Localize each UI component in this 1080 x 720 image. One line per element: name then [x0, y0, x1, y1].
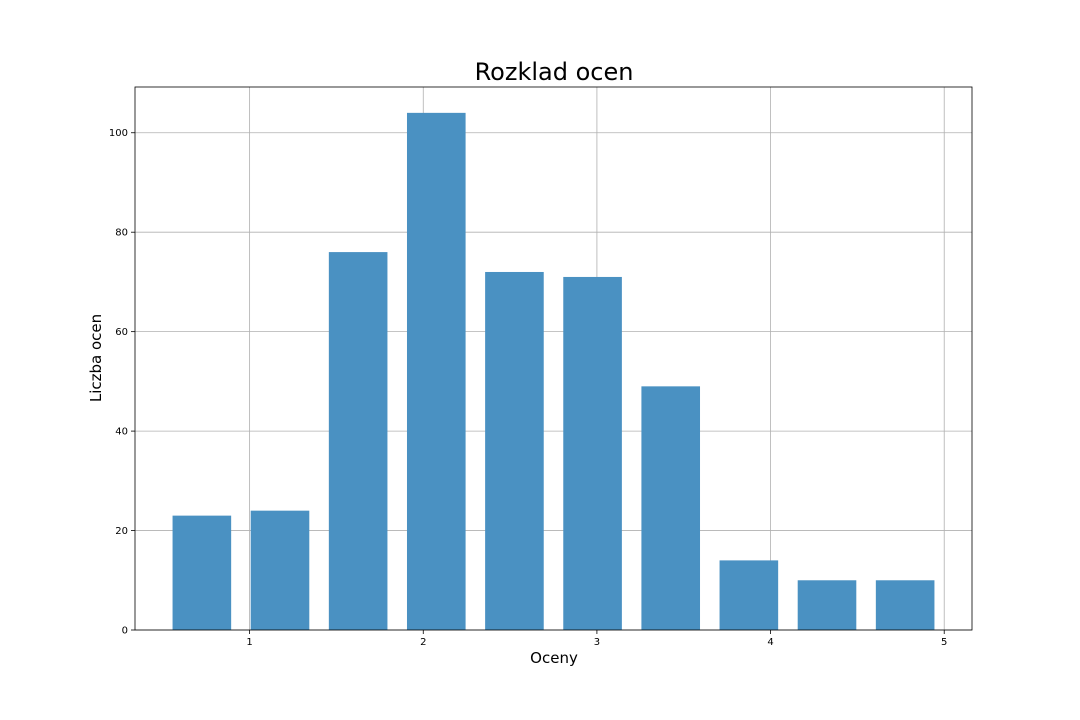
x-tick-label: 2 [420, 637, 426, 648]
y-tick-label: 0 [122, 626, 128, 637]
histogram-bar [641, 386, 701, 630]
x-tick-label: 4 [767, 637, 773, 648]
x-axis-ticks: 1 2 3 4 5 [246, 630, 947, 648]
histogram-bar [485, 271, 544, 630]
histogram-bar [172, 515, 232, 630]
chart-title: Rozklad ocen [475, 58, 634, 86]
x-tick-label: 5 [941, 637, 947, 648]
histogram-bar [328, 252, 388, 631]
plot-frame [134, 86, 973, 631]
y-tick-label: 60 [115, 327, 128, 338]
bars [172, 112, 935, 631]
histogram-bar [563, 276, 622, 630]
histogram-bar [797, 580, 857, 630]
histogram-bar [250, 510, 310, 630]
y-tick-label: 40 [115, 427, 128, 438]
y-tick-label: 20 [115, 526, 128, 537]
y-tick-label: 100 [109, 128, 128, 139]
histogram-bar [406, 112, 466, 631]
x-tick-label: 3 [594, 637, 600, 648]
y-axis-label: Liczba ocen [87, 314, 105, 402]
x-tick-label: 1 [246, 637, 252, 648]
histogram-bar [875, 580, 935, 630]
y-axis-ticks: 0 20 40 60 80 100 [109, 128, 135, 637]
x-axis-label: Oceny [530, 649, 578, 667]
y-tick-label: 80 [115, 228, 128, 239]
histogram-bar [719, 560, 779, 630]
